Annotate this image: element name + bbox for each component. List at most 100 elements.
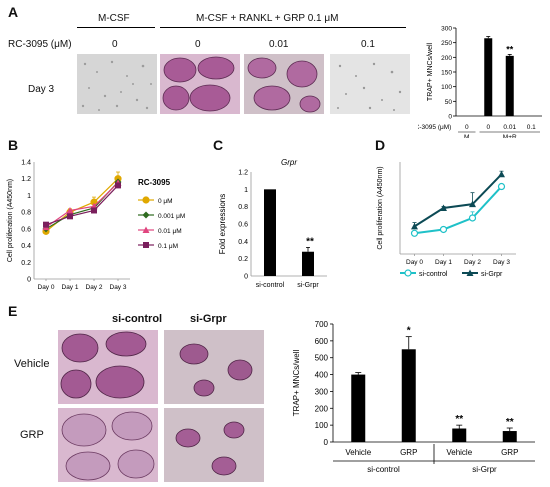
- c-bar-1: [302, 251, 314, 276]
- b-series-line-0: [45, 178, 119, 232]
- panel-a-dose-1: 0: [195, 39, 201, 50]
- a-x-row-label: RC-3095 (μM): [418, 124, 451, 131]
- b-ytick-label-7: 1.4: [21, 160, 31, 167]
- b-ytick-label-4: 0.8: [21, 210, 31, 217]
- a-ytick-label-1: 50: [445, 99, 453, 106]
- c-bar-0: [264, 189, 276, 276]
- e-group-label-0: si-control: [367, 465, 400, 474]
- micrograph-e-grpr-grp: [164, 408, 264, 482]
- b-xtick-label-2: Day 2: [86, 284, 103, 291]
- c-xtick-label-1: si-Grpr: [297, 282, 319, 289]
- b-point-3-2: [91, 207, 97, 214]
- b-point-3-0: [43, 221, 49, 228]
- b-ylabel: Cell proliferation (A450nm): [7, 179, 14, 262]
- panel-label-c: C: [213, 137, 224, 153]
- d-point-1-3: [498, 170, 505, 178]
- d-legend-label-1: si-Grpr: [481, 271, 503, 278]
- a-ytick-label-2: 100: [441, 84, 452, 91]
- micrograph-rc-001-texture: [247, 57, 321, 113]
- micrograph-e-control-grp-texture: [61, 411, 155, 481]
- d-legend-label-0: si-control: [419, 271, 448, 278]
- micrograph-rc-01: [330, 54, 410, 114]
- a-ytick-label-3: 150: [441, 70, 452, 77]
- b-legend-label-1: 0.001 μM: [158, 213, 185, 220]
- d-legend-marker-1: [466, 269, 474, 276]
- a-ytick-label-5: 250: [441, 40, 452, 47]
- c-ytick-label-6: 1.2: [238, 170, 248, 177]
- micrograph-mcsf: [77, 54, 157, 114]
- panel-a-header-treatment-rule: [160, 27, 406, 28]
- c-ytick-label-2: 0.4: [238, 239, 248, 246]
- a-ytick-label-4: 200: [441, 55, 452, 62]
- e-ytick-label-6: 600: [315, 337, 329, 346]
- e-ytick-label-1: 100: [315, 421, 329, 430]
- panel-a-dose-3: 0.1: [361, 39, 375, 50]
- e-bar-2: [452, 428, 467, 442]
- micrograph-rc-0: [160, 54, 240, 114]
- e-ytick-label-3: 300: [315, 387, 329, 396]
- micrograph-rc-0-texture: [162, 56, 235, 112]
- e-bar-0: [351, 374, 366, 442]
- a-bar-1: [484, 38, 493, 117]
- d-legend-marker-0: [404, 269, 412, 277]
- c-title: Grpr: [281, 158, 297, 167]
- b-legend-label-2: 0.01 μM: [158, 228, 182, 235]
- d-point-1-1: [440, 204, 447, 211]
- e-xtick-label-2: Vehicle: [446, 448, 472, 457]
- e-ytick-label-0: 0: [324, 438, 329, 447]
- a-xtick-label-2: 0.01: [503, 124, 516, 131]
- panel-label-b: B: [8, 137, 19, 153]
- b-ytick-label-2: 0.4: [21, 243, 31, 250]
- e-ytick-label-4: 400: [315, 371, 329, 380]
- panel-a-day-label: Day 3: [28, 84, 55, 95]
- c-ytick-label-4: 0.8: [238, 204, 248, 211]
- panel-e-col-si-control: si-control: [112, 313, 163, 325]
- micrograph-e-grpr-grp-texture: [175, 421, 245, 476]
- panel-a-dose-2: 0.01: [269, 39, 289, 50]
- d-point-0-2: [468, 214, 477, 222]
- a-group-label-0: M: [464, 134, 469, 138]
- a-sig-2: **: [506, 44, 514, 54]
- panel-e-col-si-grpr: si-Grpr: [190, 313, 227, 325]
- c-ytick-label-5: 1: [244, 187, 248, 194]
- panel-a-dose-0: 0: [112, 39, 118, 50]
- a-xtick-label-3: 0.1: [527, 124, 536, 131]
- a-ytick-label-0: 0: [448, 114, 452, 121]
- b-legend-label-3: 0.1 μM: [158, 243, 178, 250]
- e-ytick-label-7: 700: [315, 320, 329, 329]
- a-xtick-label-1: 0: [486, 124, 490, 131]
- b-point-2-1: [66, 206, 74, 214]
- panel-label-e: E: [8, 303, 18, 319]
- b-xtick-label-1: Day 1: [62, 284, 79, 291]
- panel-a-header-mcsf: M-CSF: [98, 13, 130, 24]
- d-xtick-label-2: Day 2: [464, 259, 481, 266]
- e-bar-3: [502, 431, 517, 442]
- b-ytick-label-1: 0.2: [21, 260, 31, 267]
- chart-e-bar: 0 100 200 300 400 500 600 700 TRAP+ MNCs/well Veh…: [292, 320, 535, 474]
- b-xtick-label-0: Day 0: [38, 284, 55, 291]
- a-bar-2: [505, 55, 514, 116]
- d-xtick-label-0: Day 0: [406, 259, 423, 266]
- d-point-1-0: [411, 222, 418, 230]
- panel-a-row-label: RC-3095 (μM): [8, 39, 72, 50]
- panel-label-d: D: [375, 137, 386, 153]
- micrograph-e-control-vehicle: [58, 330, 158, 404]
- b-ytick-label-0: 0: [27, 277, 31, 284]
- panel-e-row-grp: GRP: [20, 429, 44, 441]
- e-ytick-label-5: 500: [315, 354, 329, 363]
- e-ytick-label-2: 200: [315, 404, 329, 413]
- d-point-1-2: [469, 200, 476, 208]
- e-xtick-label-0: Vehicle: [345, 448, 371, 457]
- micrograph-rc-01-texture: [337, 62, 402, 111]
- e-bar-1: [401, 349, 416, 442]
- micrograph-rc-001: [244, 54, 324, 114]
- d-point-0-1: [439, 225, 448, 234]
- a-xtick-label-0: 0: [465, 124, 469, 131]
- b-legend-label-0: 0 μM: [158, 198, 173, 205]
- e-ylabel: TRAP+ MNCs/well: [292, 350, 301, 417]
- c-xtick-label-0: si-control: [256, 282, 285, 289]
- panel-e-row-vehicle: Vehicle: [14, 358, 50, 370]
- c-ylabel: Fold expressions: [218, 194, 227, 254]
- micrograph-e-grpr-vehicle: [164, 330, 264, 404]
- c-ytick-label-0: 0: [244, 274, 248, 281]
